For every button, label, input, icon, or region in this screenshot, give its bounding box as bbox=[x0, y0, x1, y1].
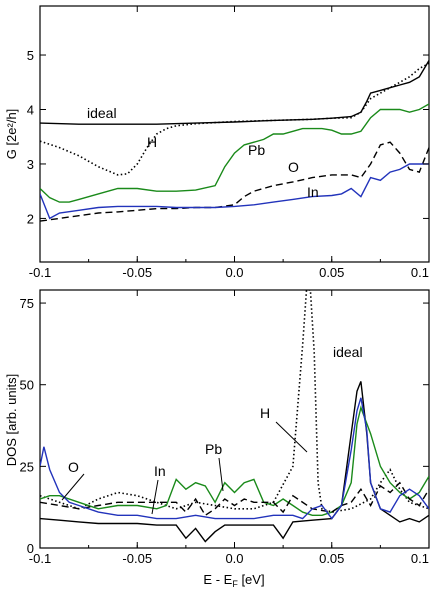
annotation-arrows bbox=[61, 421, 308, 515]
bottom-series-group bbox=[40, 290, 429, 543]
annotation-pb-top: Pb bbox=[248, 142, 265, 158]
top-ytick-label: 2 bbox=[27, 211, 34, 226]
bottom-xtick-label: -0.1 bbox=[29, 551, 51, 566]
bottom-ticks-group: -0.1 -0.05 0.0 0.05 0.1 0 25 50 75 bbox=[20, 290, 430, 566]
x-axis-label-subscript: F bbox=[232, 579, 238, 589]
dos-panel: -0.1 -0.05 0.0 0.05 0.1 0 25 50 75 DOS [arb. uni… bbox=[4, 289, 430, 589]
top-series-o bbox=[40, 141, 429, 222]
bottom-x-axis-label: E - EF [eV] bbox=[203, 572, 264, 589]
bottom-series-ideal bbox=[40, 381, 429, 543]
annotation-h-top: H bbox=[147, 134, 157, 150]
arrow-o bbox=[61, 473, 85, 501]
arrow-in bbox=[151, 479, 159, 515]
top-ticks-group: -0.1 -0.05 0.0 0.05 0.1 2 3 4 5 bbox=[27, 6, 430, 280]
top-xtick-label: 0.0 bbox=[225, 265, 243, 280]
bottom-series-h bbox=[40, 290, 429, 513]
top-xtick-label: 0.05 bbox=[319, 265, 344, 280]
bottom-xtick-label: -0.05 bbox=[122, 551, 152, 566]
bottom-xtick-label: 0.1 bbox=[411, 551, 429, 566]
top-y-axis-label: G [2e²/h] bbox=[4, 109, 19, 160]
top-series-ideal bbox=[40, 60, 429, 125]
bottom-xtick-label: 0.05 bbox=[319, 551, 344, 566]
bottom-ytick-label: 0 bbox=[27, 541, 34, 556]
annotation-pb-bottom: Pb bbox=[205, 441, 222, 457]
arrow-pb bbox=[218, 457, 224, 492]
top-series-pb bbox=[40, 103, 429, 203]
annotation-o-top: O bbox=[288, 159, 299, 175]
x-axis-label-main: E - E bbox=[203, 572, 232, 587]
top-series-h bbox=[40, 62, 429, 176]
top-xtick-label: 0.1 bbox=[411, 265, 429, 280]
annotation-ideal-bottom: ideal bbox=[333, 344, 363, 360]
bottom-series-o bbox=[40, 481, 429, 517]
top-series-in bbox=[40, 163, 429, 220]
arrow-h bbox=[275, 421, 308, 453]
annotation-ideal-top: ideal bbox=[87, 105, 117, 121]
top-plot-frame bbox=[39, 5, 430, 263]
top-xtick-label: -0.1 bbox=[29, 265, 51, 280]
top-ytick-label: 3 bbox=[27, 157, 34, 172]
top-series-group bbox=[40, 60, 429, 222]
top-ytick-label: 4 bbox=[27, 102, 34, 117]
x-axis-label-unit: [eV] bbox=[238, 572, 265, 587]
bottom-series-in bbox=[40, 397, 429, 520]
top-ytick-label: 5 bbox=[27, 48, 34, 63]
bottom-y-axis-label: DOS [arb. units] bbox=[4, 374, 19, 466]
annotation-in-bottom: In bbox=[154, 463, 166, 479]
annotation-in-top: In bbox=[307, 184, 319, 200]
bottom-xtick-label: 0.0 bbox=[225, 551, 243, 566]
top-xtick-label: -0.05 bbox=[122, 265, 152, 280]
bottom-ytick-label: 50 bbox=[20, 378, 34, 393]
bottom-ytick-label: 25 bbox=[20, 459, 34, 474]
bottom-ytick-label: 75 bbox=[20, 296, 34, 311]
annotation-h-bottom: H bbox=[260, 405, 270, 421]
annotation-o-bottom: O bbox=[68, 459, 79, 475]
